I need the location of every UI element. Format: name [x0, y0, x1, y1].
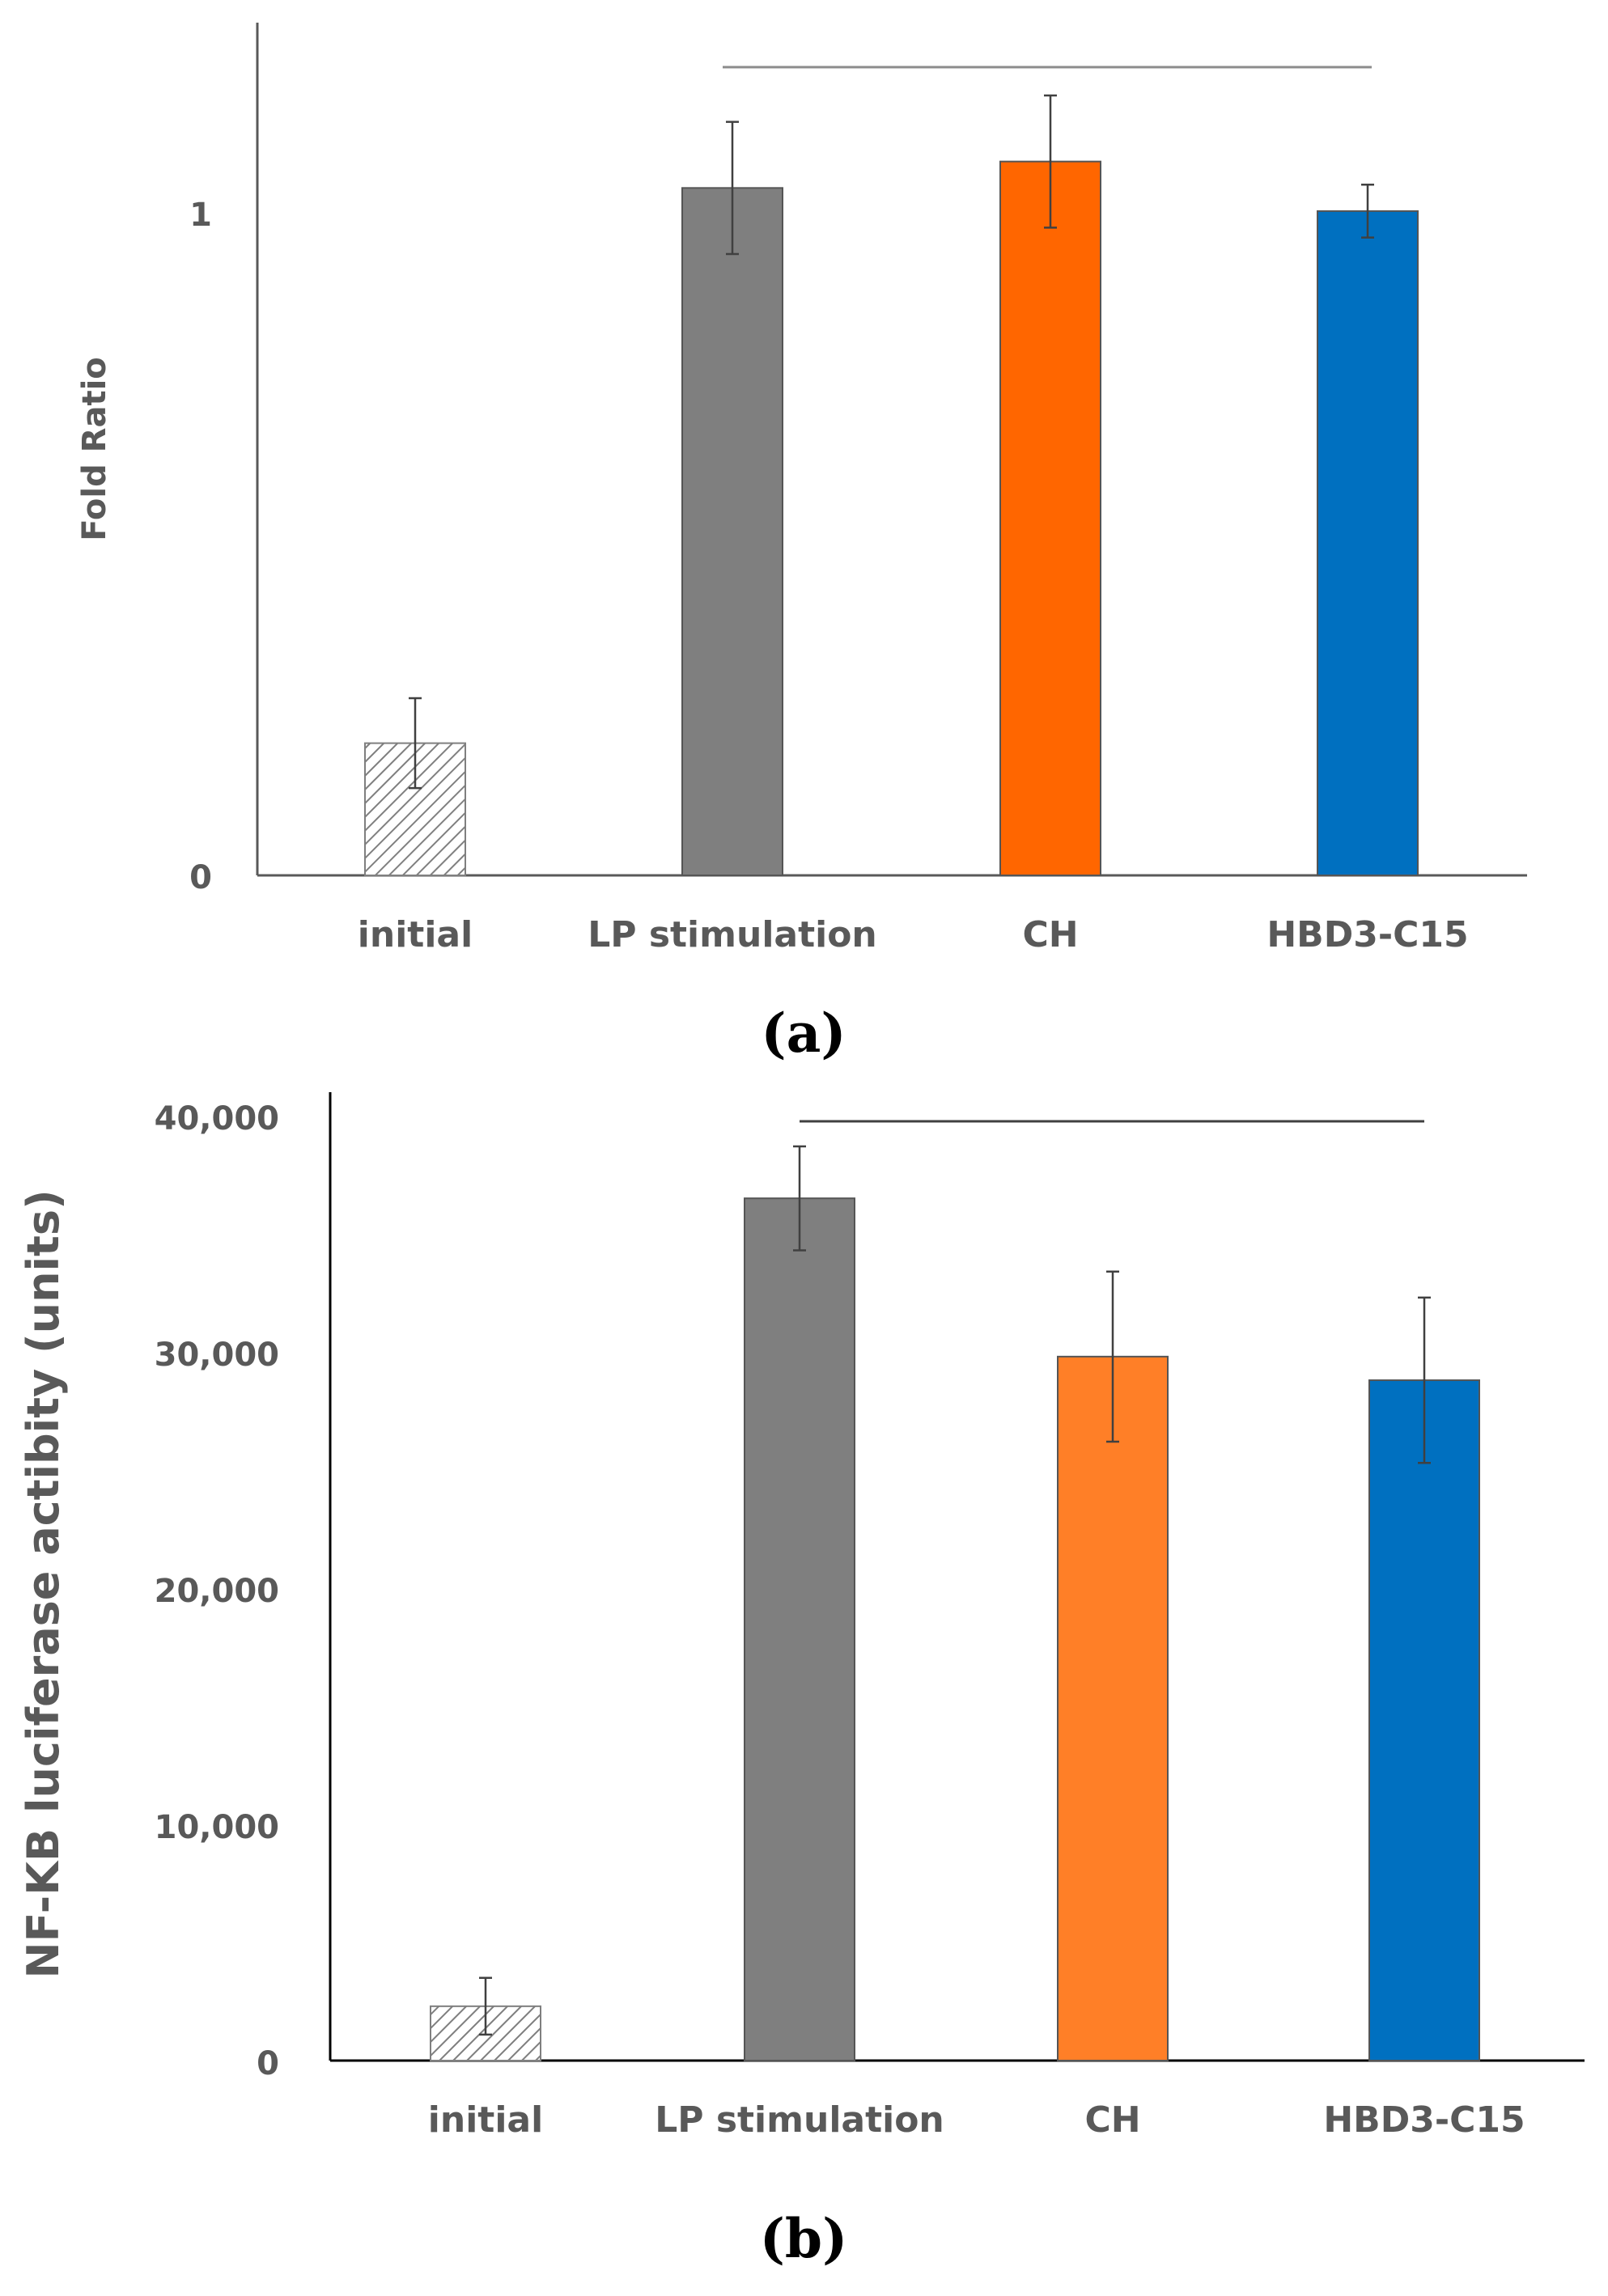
- chart-a-category-hbd3-c15: HBD3-C15: [1266, 914, 1468, 955]
- chart-b-category-ch: CH: [1084, 2099, 1140, 2141]
- chart-a-y-axis-label: Fold Ratio: [76, 357, 113, 541]
- chart-a-category-lp-stimulation: LP stimulation: [588, 914, 877, 955]
- chart-b-errorbar-lp-stimulation: [793, 1145, 806, 1252]
- chart-b-ytick-10000: 10,000: [155, 1809, 279, 1846]
- chart-b-bar-lp-stimulation: [744, 1197, 855, 2061]
- chart-a-ytick-0: 0: [189, 859, 212, 896]
- chart-b: 0 10,000 20,000 30,000 40,000 NF-KB luci…: [18, 1092, 1585, 2270]
- chart-a-errorbar-initial: [409, 697, 422, 790]
- chart-a-errorbar-hbd3-c15: [1361, 183, 1374, 239]
- chart-a: 0 1 Fold Ratio initial LP stimulation CH…: [76, 23, 1527, 1065]
- chart-a-panel-label: (a): [761, 1002, 846, 1065]
- chart-b-ytick-0: 0: [257, 2045, 279, 2082]
- chart-a-bar-lp-stimulation: [681, 187, 783, 876]
- chart-b-ytick-30000: 30,000: [155, 1337, 279, 1374]
- chart-a-category-ch: CH: [1022, 914, 1078, 955]
- chart-b-ytick-20000: 20,000: [155, 1573, 279, 1610]
- chart-a-ytick-1: 1: [189, 197, 212, 234]
- chart-b-panel-label: (b): [760, 2207, 848, 2270]
- chart-a-category-initial: initial: [358, 914, 473, 955]
- chart-b-y-axis-label: NF-KB luciferase actibity (units): [18, 1189, 69, 1978]
- chart-b-errorbar-hbd3-c15: [1418, 1296, 1431, 1464]
- chart-b-bar-ch: [1057, 1355, 1169, 2061]
- chart-a-bar-ch: [999, 160, 1101, 876]
- chart-b-bar-hbd3-c15: [1368, 1379, 1480, 2062]
- chart-b-errorbar-ch: [1106, 1270, 1119, 1443]
- chart-b-category-hbd3-c15: HBD3-C15: [1323, 2099, 1525, 2141]
- chart-a-errorbar-ch: [1044, 94, 1057, 229]
- chart-b-category-lp-stimulation: LP stimulation: [655, 2099, 944, 2141]
- chart-b-errorbar-initial: [479, 1976, 492, 2036]
- chart-a-bar-hbd3-c15: [1317, 210, 1419, 877]
- chart-b-category-initial: initial: [428, 2099, 543, 2141]
- chart-b-ytick-40000: 40,000: [155, 1100, 279, 1137]
- chart-a-errorbar-lp-stimulation: [726, 121, 739, 256]
